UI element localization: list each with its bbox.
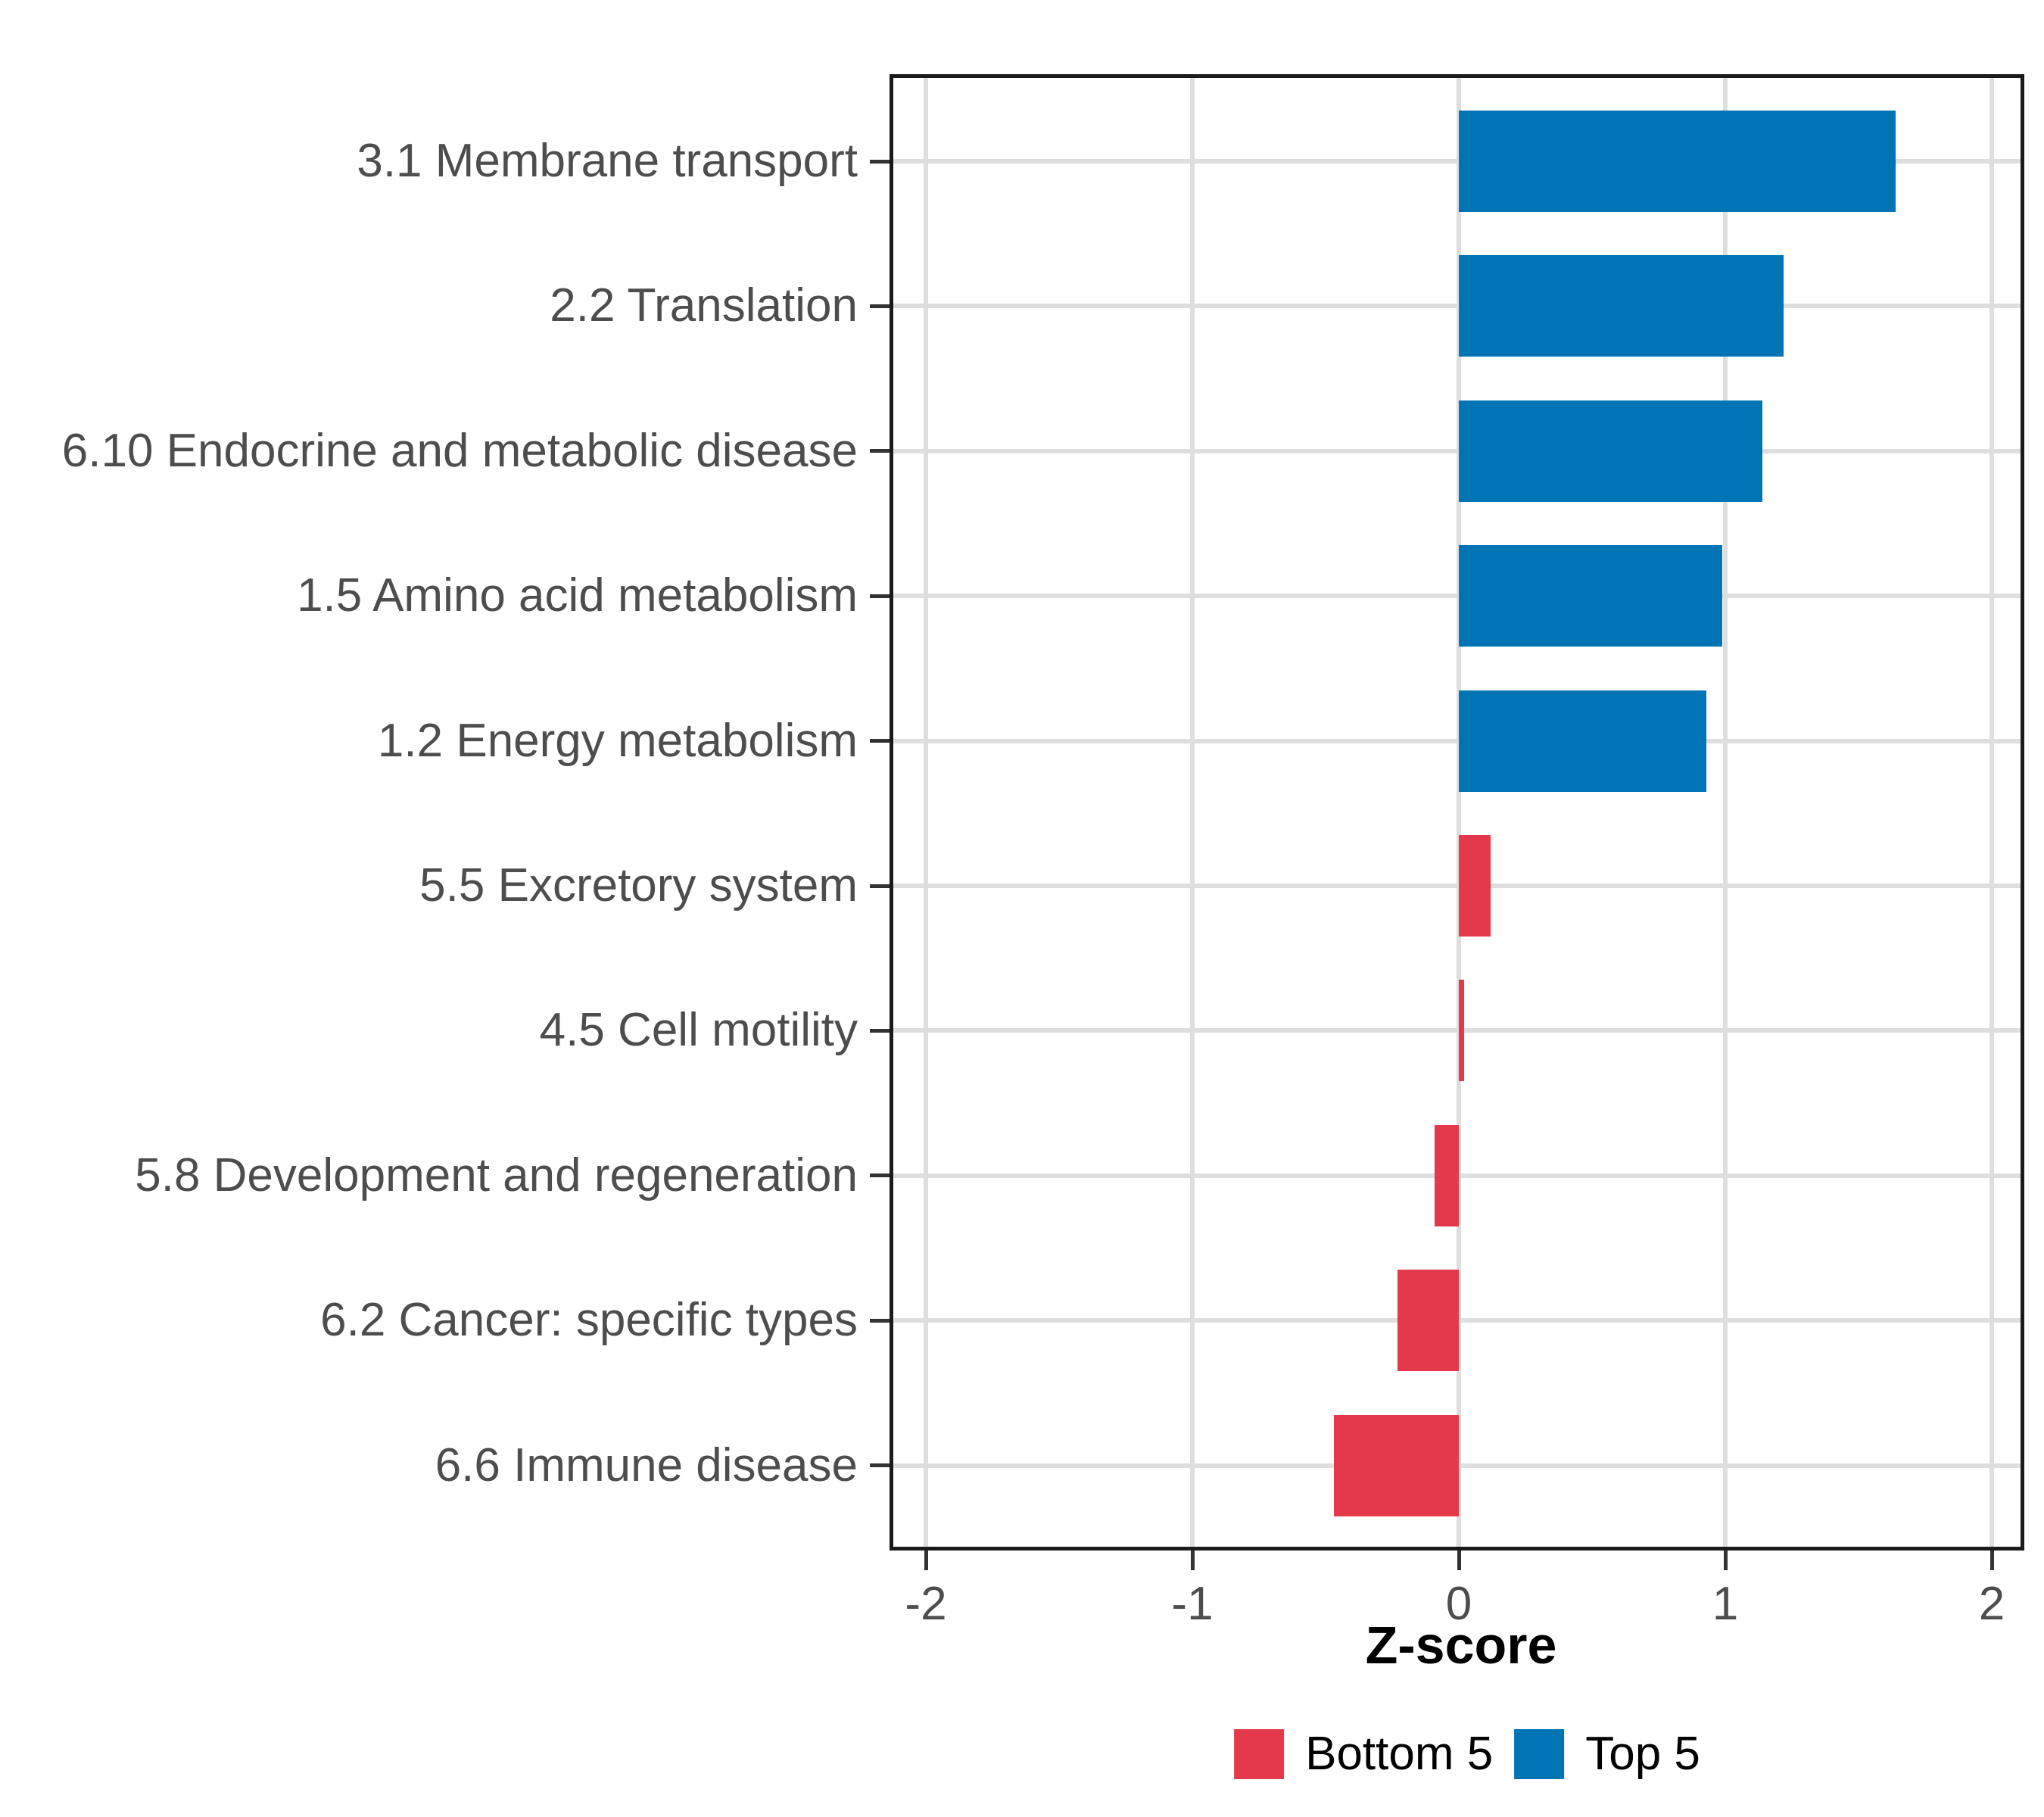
y-tick-mark bbox=[870, 304, 890, 308]
y-axis-label: 4.5 Cell motility bbox=[539, 1004, 858, 1057]
legend-key-top-5 bbox=[1514, 1729, 1565, 1779]
y-axis-label: 6.10 Endocrine and metabolic disease bbox=[61, 424, 858, 477]
x-tick-label: 2 bbox=[1978, 1578, 2005, 1630]
y-axis-label: 1.2 Energy metabolism bbox=[377, 714, 858, 767]
x-tick-mark bbox=[1457, 1551, 1461, 1570]
x-tick-mark bbox=[1989, 1551, 1994, 1570]
x-tick-label: -2 bbox=[905, 1578, 947, 1630]
y-tick-mark bbox=[870, 1463, 890, 1468]
bar bbox=[1459, 111, 1896, 212]
gridline-x bbox=[1989, 74, 1994, 1551]
y-tick-mark bbox=[870, 739, 890, 743]
legend-label: Top 5 bbox=[1585, 1728, 1700, 1780]
bar bbox=[1459, 400, 1763, 502]
y-axis-label: 6.2 Cancer: specific types bbox=[320, 1294, 858, 1347]
gridline-y bbox=[890, 738, 2024, 743]
y-tick-mark bbox=[870, 594, 890, 598]
gridline-y bbox=[890, 448, 2024, 453]
y-axis-label: 6.6 Immune disease bbox=[435, 1438, 858, 1491]
x-tick-mark bbox=[1190, 1551, 1195, 1570]
gridline-y bbox=[890, 304, 2024, 309]
gridline-y bbox=[890, 884, 2024, 888]
y-tick-mark bbox=[870, 159, 890, 164]
bar bbox=[1459, 545, 1723, 647]
bar bbox=[1397, 1270, 1459, 1372]
y-tick-mark bbox=[870, 1028, 890, 1033]
y-axis-label: 5.5 Excretory system bbox=[419, 859, 858, 912]
bar bbox=[1459, 690, 1707, 792]
x-tick-label: -1 bbox=[1171, 1578, 1214, 1630]
y-axis-label: 1.5 Amino acid metabolism bbox=[297, 569, 858, 622]
bar bbox=[1459, 835, 1491, 937]
bar bbox=[1459, 255, 1784, 357]
gridline-x bbox=[924, 74, 928, 1551]
y-tick-mark bbox=[870, 1318, 890, 1323]
y-tick-mark bbox=[870, 1173, 890, 1178]
y-tick-mark bbox=[870, 449, 890, 453]
y-axis-label: 3.1 Membrane transport bbox=[357, 135, 858, 187]
gridline-y bbox=[890, 1028, 2024, 1033]
y-tick-mark bbox=[870, 884, 890, 888]
legend: Bottom 5 Top 5 bbox=[1234, 1729, 1700, 1779]
legend-key-bottom-5 bbox=[1234, 1729, 1285, 1779]
gridline-y bbox=[890, 594, 2024, 599]
y-axis-label: 5.8 Development and regeneration bbox=[135, 1148, 858, 1201]
y-axis-label: 2.2 Translation bbox=[550, 279, 858, 332]
gridline-x bbox=[1190, 74, 1195, 1551]
x-tick-mark bbox=[1723, 1551, 1728, 1570]
x-tick-label: 0 bbox=[1445, 1578, 1472, 1630]
gridline-x bbox=[1723, 74, 1728, 1551]
gridline-y bbox=[890, 159, 2024, 164]
bar bbox=[1333, 1414, 1459, 1516]
bar bbox=[1459, 980, 1465, 1082]
x-tick-mark bbox=[924, 1551, 928, 1570]
bar bbox=[1435, 1124, 1459, 1226]
gridline-x bbox=[1457, 74, 1461, 1551]
legend-label: Bottom 5 bbox=[1305, 1728, 1494, 1780]
x-axis-title: Z-score bbox=[1365, 1616, 1557, 1675]
x-tick-label: 1 bbox=[1712, 1578, 1739, 1630]
